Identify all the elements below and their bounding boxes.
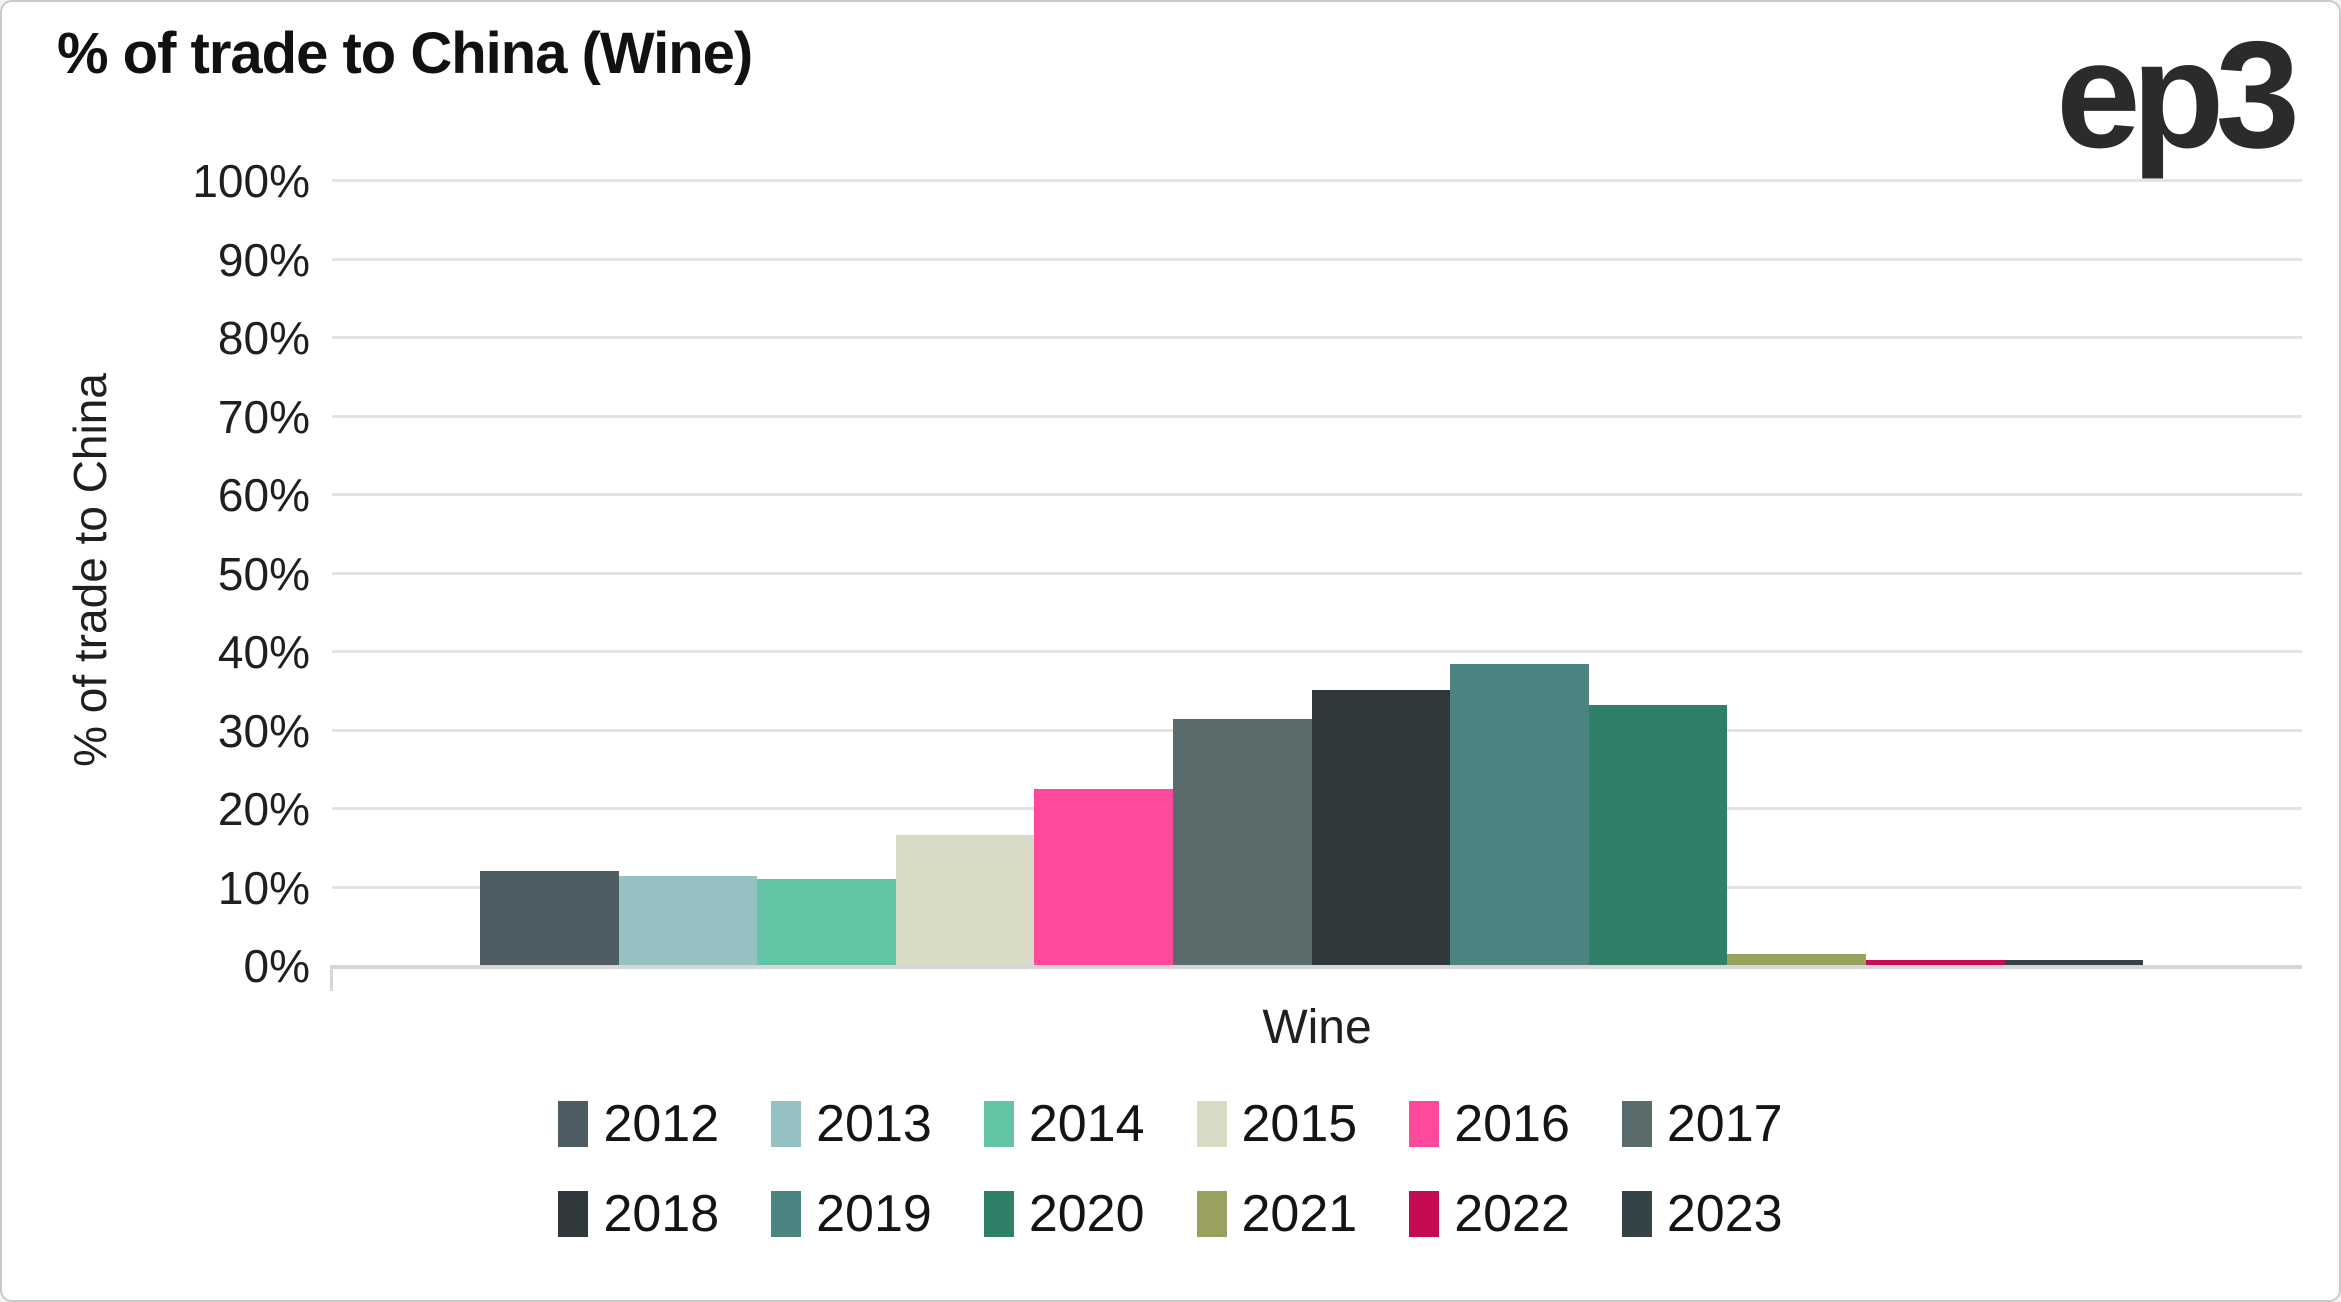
legend-swatch-2014 [983,1101,1014,1147]
y-tick-label-100%: 100% [192,155,310,207]
legend-swatch-2013 [771,1101,802,1147]
bar-2016[interactable] [1034,789,1173,965]
legend-row-1: 2012 2013 2014 2015 2016 2017 [532,1094,1808,1154]
gridline-50% [332,571,2302,575]
y-tick-label-70%: 70% [217,390,310,443]
gridline-90% [332,257,2302,261]
y-tick-label-50%: 50% [217,547,310,600]
legend-swatch-2021 [1196,1191,1227,1237]
legend-swatch-2015 [1196,1101,1227,1147]
legend-item-2014[interactable]: 2014 [983,1094,1145,1154]
legend-label-2013: 2013 [816,1095,932,1153]
bar-2022[interactable] [1866,960,2005,965]
legend-label-2012: 2012 [603,1095,720,1153]
bar-2015[interactable] [895,834,1035,965]
legend-label-2018: 2018 [603,1185,720,1243]
bar-2017[interactable] [1173,719,1312,965]
legend-item-2013[interactable]: 2013 [771,1094,932,1154]
legend-label-2022: 2022 [1454,1185,1570,1243]
y-tick-label-20%: 20% [217,783,310,835]
legend-label-2016: 2016 [1454,1095,1570,1153]
legend-row-2: 2018 2019 2020 2021 2022 2023 [532,1184,1808,1244]
legend-item-2020[interactable]: 2020 [983,1184,1145,1244]
legend-item-2012[interactable]: 2012 [558,1094,719,1154]
legend-label-2023: 2023 [1666,1185,1783,1243]
legend-item-2021[interactable]: 2021 [1196,1184,1358,1244]
legend-item-2016[interactable]: 2016 [1409,1094,1570,1154]
bar-2018[interactable] [1311,690,1451,965]
gridline-70% [332,414,2302,418]
legend-item-2019[interactable]: 2019 [771,1184,932,1244]
legend-label-2014: 2014 [1028,1095,1145,1153]
gridline-40% [332,650,2302,653]
bar-2012[interactable] [480,870,619,965]
x-axis-label: Wine [1262,1001,1372,1054]
ep3-logo: ep3 [2056,10,2300,180]
legend-swatch-2012 [558,1101,589,1147]
legend-item-2017[interactable]: 2017 [1621,1094,1783,1154]
legend-label-2020: 2020 [1028,1185,1145,1243]
y-tick-label-80%: 80% [217,312,310,364]
legend-swatch-2018 [558,1191,589,1237]
bar-2013[interactable] [618,875,758,965]
gridline-80% [332,336,2302,339]
bar-2019[interactable] [1450,664,1589,965]
legend-swatch-2019 [771,1191,802,1237]
legend-label-2015: 2015 [1241,1095,1358,1153]
bar-2021[interactable] [1727,954,1866,965]
legend: 2012 2013 2014 2015 2016 2017 2018 2019 2020 2021… [2,1094,2339,1244]
gridline-60% [332,493,2302,496]
y-tick-label-60%: 60% [217,469,310,521]
chart-title: % of trade to China (Wine) [57,21,753,86]
legend-item-2022[interactable]: 2022 [1409,1184,1570,1244]
legend-item-2018[interactable]: 2018 [558,1184,719,1244]
legend-label-2017: 2017 [1666,1095,1783,1153]
y-tick-label-40%: 40% [217,626,310,678]
legend-label-2021: 2021 [1241,1185,1358,1243]
legend-swatch-2020 [983,1191,1014,1237]
legend-swatch-2022 [1409,1191,1440,1237]
legend-item-2023[interactable]: 2023 [1621,1184,1783,1244]
legend-swatch-2016 [1409,1101,1440,1147]
y-tick-label-10%: 10% [217,861,310,914]
y-tick-label-30%: 30% [217,704,310,757]
y-axis-base-tick [330,965,333,991]
y-tick-label-90%: 90% [217,233,310,286]
gridline-100% [332,179,2302,182]
bar-2014[interactable] [757,878,896,965]
y-tick-label-0%: 0% [243,940,310,992]
legend-label-2019: 2019 [816,1185,932,1243]
x-axis-line [332,965,2302,969]
legend-item-2015[interactable]: 2015 [1196,1094,1358,1154]
bar-2020[interactable] [1588,705,1728,965]
bar-2023[interactable] [2004,960,2144,965]
legend-swatch-2017 [1621,1101,1652,1147]
plot-area [330,179,2302,991]
legend-swatch-2023 [1621,1191,1652,1237]
